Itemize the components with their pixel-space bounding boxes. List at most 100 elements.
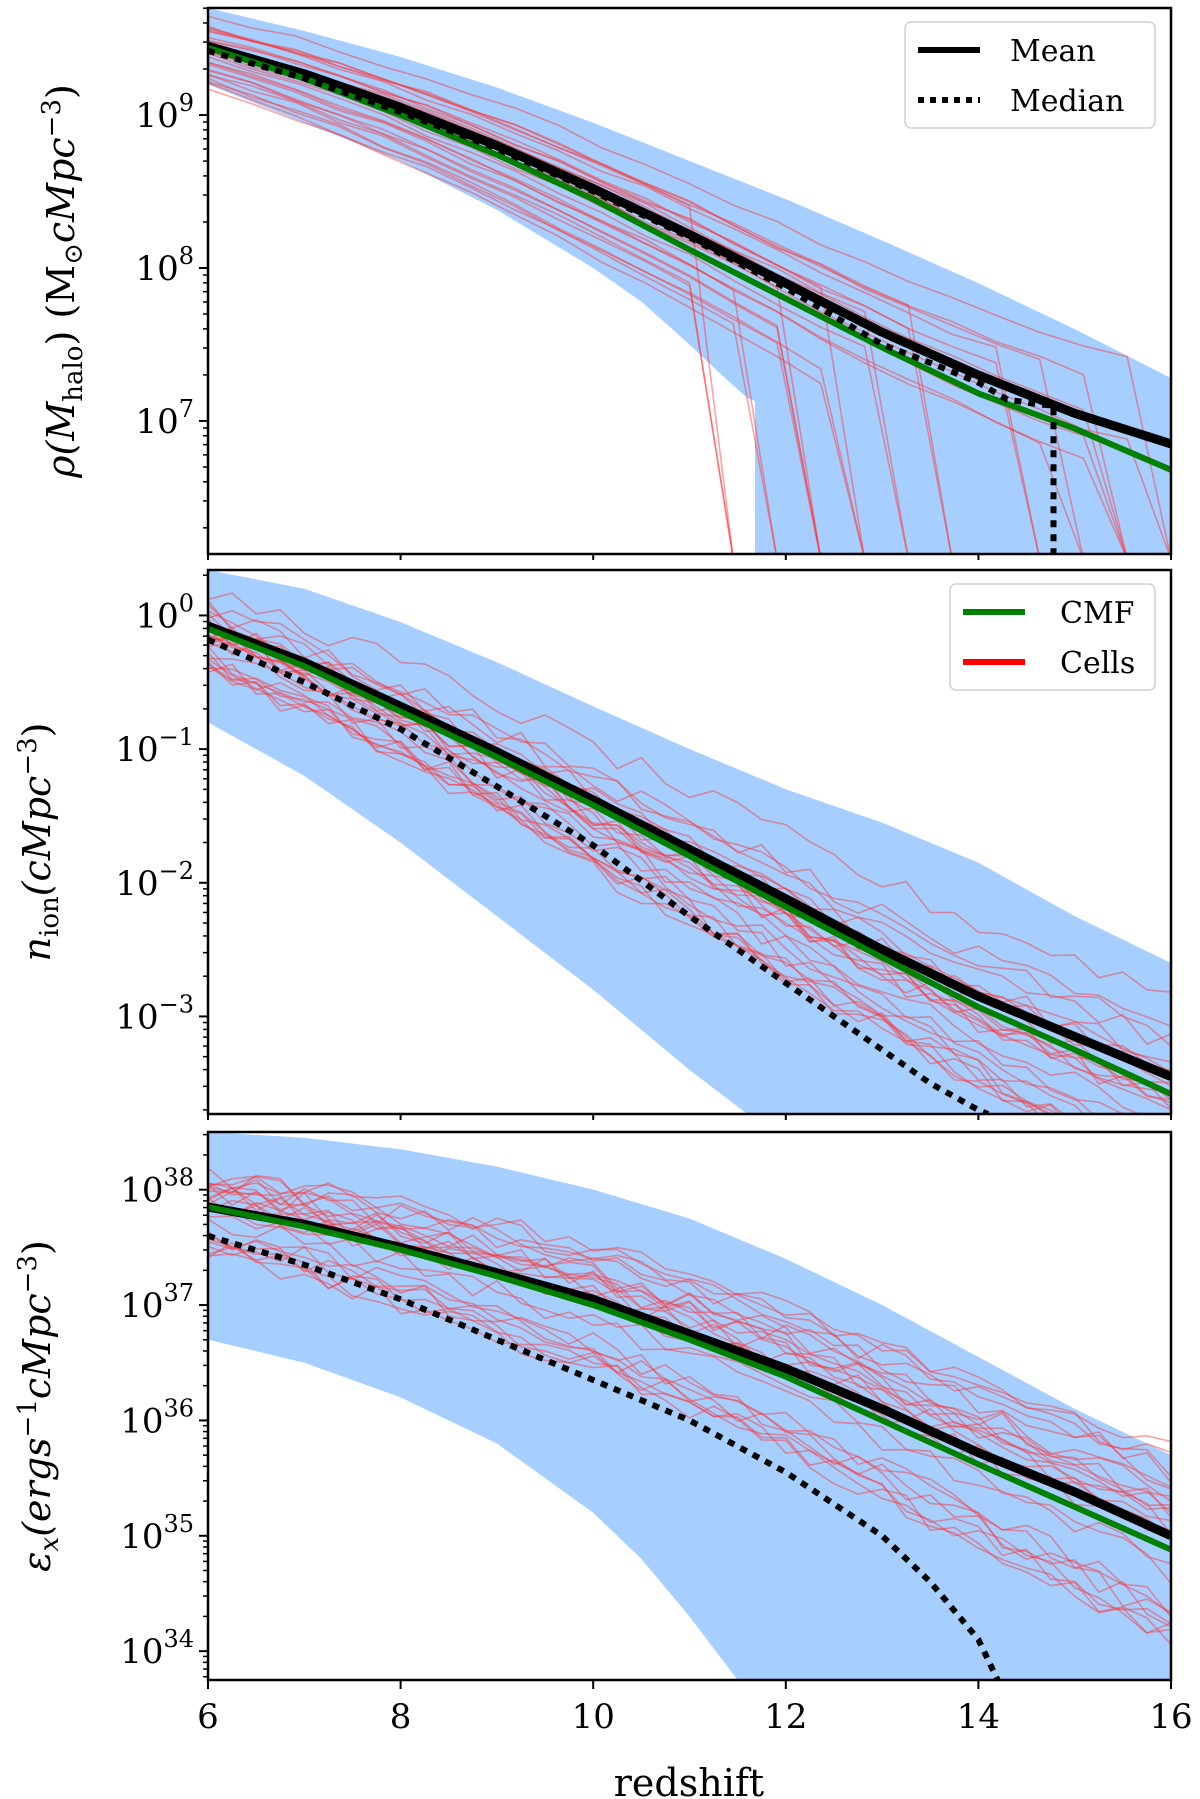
y-tick-label: 10−2 <box>115 857 194 904</box>
cell-trace <box>208 1174 1171 1478</box>
cell-trace <box>208 1201 1171 1522</box>
cells-layer <box>208 1167 1171 1645</box>
legend-median-label: Median <box>1010 84 1124 119</box>
band-layer <box>208 8 1171 554</box>
legend-middle: CMF Cells <box>949 583 1156 691</box>
series-layer <box>208 621 1171 1114</box>
y-tick-label: 1038 <box>120 1164 194 1211</box>
cell-trace <box>208 63 1083 554</box>
y-axis-label: ρ(Mhalo) (M⊙cMpc−3) <box>37 84 89 479</box>
y-tick-label: 10−3 <box>115 990 194 1037</box>
cell-trace <box>208 29 1040 554</box>
cell-trace <box>208 610 1171 1063</box>
x-tick-label: 8 <box>390 1697 412 1737</box>
cell-trace <box>208 610 1171 1027</box>
series-median <box>208 636 990 1114</box>
cell-trace <box>208 633 1142 1114</box>
cell-trace <box>208 27 953 554</box>
cell-trace <box>208 74 734 554</box>
x-tick-label: 12 <box>764 1697 807 1737</box>
cell-trace <box>208 603 1171 1045</box>
cell-trace <box>208 39 1040 554</box>
y-tick-label: 10−1 <box>115 723 194 770</box>
cell-trace <box>208 1186 1171 1518</box>
y-tick-label: 108 <box>135 242 194 289</box>
x-axis-label: redshift <box>614 1761 764 1799</box>
legend-cells-label: Cells <box>1060 646 1135 681</box>
cell-trace <box>208 25 1127 554</box>
cell-trace <box>208 636 1171 1093</box>
cell-trace <box>208 1204 1171 1511</box>
y-axis-label: nion(cMpc−3) <box>13 723 65 962</box>
cell-trace <box>208 68 821 554</box>
series-mean <box>208 621 1171 1081</box>
cell-trace <box>208 61 777 554</box>
x-tick-label: 14 <box>957 1697 1000 1737</box>
series-median <box>208 1232 1001 1680</box>
cell-trace <box>208 69 821 554</box>
band-layer <box>208 1132 1171 1680</box>
cell-trace <box>208 1167 1171 1443</box>
y-tick-label: 100 <box>135 589 194 636</box>
cell-trace <box>208 1182 1171 1514</box>
scatter-band <box>208 1132 1171 1680</box>
cell-trace <box>208 663 1049 1114</box>
cell-trace <box>208 15 1171 554</box>
cell-trace <box>208 1246 1171 1635</box>
cell-trace <box>208 665 1053 1114</box>
x-tick-label: 10 <box>572 1697 615 1737</box>
ticks-layer: 1038 1037 1036 1035 1034 <box>120 1133 208 1678</box>
cell-trace <box>208 634 1171 1101</box>
legend-top: Mean Median <box>904 21 1156 129</box>
cell-trace <box>208 1215 1171 1565</box>
cell-trace <box>208 40 952 554</box>
y-tick-label: 1037 <box>120 1279 194 1326</box>
cell-trace <box>208 27 1084 554</box>
cell-trace <box>208 1175 1171 1484</box>
series-layer <box>208 41 1171 554</box>
x-tick-label: 16 <box>1149 1697 1192 1737</box>
series-cmf <box>208 1204 1171 1553</box>
plot-frame <box>206 1130 1173 1682</box>
ticks-layer: 100 10−1 10−2 10−3 <box>115 574 1172 1120</box>
cell-trace <box>208 1187 1171 1502</box>
cell-trace <box>208 667 1085 1114</box>
x-ticks: 6 8 10 12 14 16 <box>197 1680 1193 1737</box>
cell-trace <box>208 1190 1171 1507</box>
plot-frame <box>206 6 1173 556</box>
cell-trace <box>208 661 1040 1114</box>
series-layer <box>208 1202 1171 1680</box>
cell-trace <box>208 1182 1171 1488</box>
y-tick-label: 1036 <box>120 1394 194 1441</box>
y-axis-label: εx(ergs−1cMpc−3) <box>13 1240 65 1572</box>
scatter-band <box>208 8 1171 554</box>
cell-trace <box>208 56 909 554</box>
cell-trace <box>208 658 1065 1114</box>
cell-trace <box>208 61 1126 554</box>
cell-trace <box>208 1233 1171 1618</box>
y-tick-label: 1034 <box>120 1625 194 1672</box>
cell-trace <box>208 657 1125 1114</box>
panel-middle: 100 10−1 10−2 10−3 nion(cMpc−3) CMF Cells <box>13 568 1173 1120</box>
cell-trace <box>208 663 1060 1114</box>
cell-trace <box>208 81 821 554</box>
cell-trace <box>208 637 1171 1111</box>
cell-trace <box>208 36 865 554</box>
cell-trace <box>208 599 1171 1047</box>
cell-trace <box>208 30 734 554</box>
plot-frame <box>206 568 1173 1116</box>
series-cmf <box>208 626 1171 1097</box>
y-tick-label: 1035 <box>120 1510 194 1557</box>
legend-cmf-label: CMF <box>1060 596 1135 631</box>
cell-trace <box>208 645 1094 1114</box>
cell-trace <box>208 1184 1171 1498</box>
cell-trace <box>208 1245 1171 1614</box>
cell-trace <box>208 77 865 554</box>
legend-mean-label: Mean <box>1010 34 1096 69</box>
cell-trace <box>208 1178 1171 1490</box>
panel-top: 109 108 107 ρ(Mhalo) (M⊙cMpc−3) Mean Media… <box>37 6 1173 560</box>
cell-trace <box>208 88 865 554</box>
cell-trace <box>208 652 1061 1114</box>
y-tick-label: 107 <box>135 395 194 442</box>
cell-trace <box>208 1176 1171 1454</box>
